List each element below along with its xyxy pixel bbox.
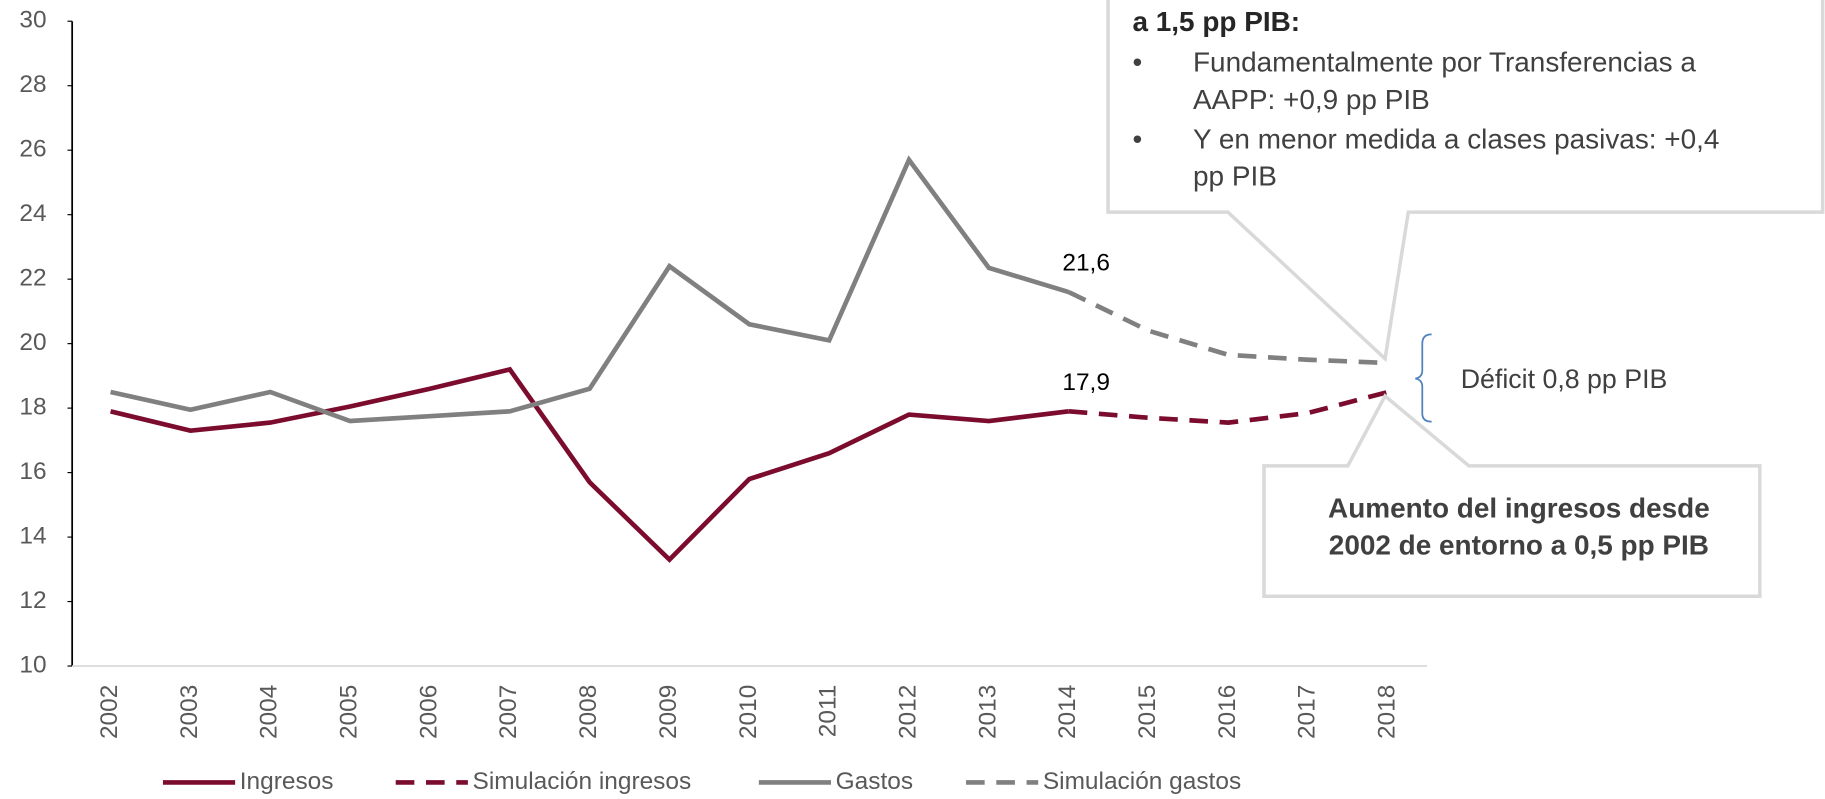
y-tick-label: 10 — [19, 651, 46, 678]
bullet: • — [1132, 123, 1142, 154]
callout-shape — [1262, 393, 1762, 598]
plot — [110, 155, 1389, 563]
y-tick-label: 22 — [19, 265, 46, 292]
y-tick-label: 30 — [19, 7, 46, 34]
x-tick-label: 2017 — [1294, 685, 1321, 739]
deficit-label: Déficit 0,8 pp PIB — [1461, 364, 1668, 394]
y-tick-label: 14 — [19, 523, 46, 550]
data-label: 17,9 — [1062, 369, 1110, 396]
callout-heading: a 1,5 pp PIB: — [1132, 6, 1300, 37]
series-line — [1067, 289, 1389, 366]
x-tick-label: 2010 — [735, 685, 762, 739]
x-tick-label: 2013 — [974, 685, 1001, 739]
callout-line: Aumento del ingresos desde — [1328, 492, 1710, 523]
callout-line: Y en menor medida a clases pasivas: +0,4 — [1193, 123, 1719, 154]
x-tick-label: 2009 — [655, 685, 682, 739]
legend-label: Simulación ingresos — [473, 768, 692, 795]
callout-bottom: Aumento del ingresos desde 2002 de entor… — [1262, 393, 1762, 598]
x-tick-label: 2018 — [1374, 685, 1401, 739]
x-tick-label: 2006 — [415, 685, 442, 739]
series-line — [110, 155, 1070, 424]
deficit-bracket — [1415, 333, 1432, 423]
legend-label: Ingresos — [240, 768, 334, 795]
x-tick-label: 2008 — [575, 685, 602, 739]
callout-line: pp PIB — [1193, 161, 1277, 192]
x-tick-label: 2015 — [1134, 685, 1161, 739]
callout-line: Fundamentalmente por Transferencias a — [1193, 47, 1696, 78]
y-tick-label: 16 — [19, 458, 46, 485]
callout-line: AAPP: +0,9 pp PIB — [1193, 84, 1430, 115]
x-tick-label: 2004 — [256, 685, 283, 739]
callout-shape — [1106, 0, 1825, 363]
y-tick-label: 12 — [19, 587, 46, 614]
x-tick-label: 2007 — [495, 685, 522, 739]
bullet: • — [1132, 47, 1142, 78]
x-tick-label: 2011 — [815, 685, 842, 738]
x-tick-label: 2012 — [894, 685, 921, 739]
x-tick-label: 2005 — [336, 685, 363, 739]
x-tick-label: 2014 — [1054, 685, 1081, 739]
y-tick-label: 28 — [19, 71, 46, 98]
series-line — [110, 366, 1069, 563]
data-label: 21,6 — [1062, 250, 1110, 277]
x-tick-label: 2016 — [1214, 685, 1241, 739]
y-tick-label: 26 — [19, 136, 46, 163]
legend-label: Simulación gastos — [1043, 768, 1241, 795]
x-tick-label: 2003 — [176, 685, 203, 739]
y-tick-label: 20 — [19, 329, 46, 356]
callout-top: a 1,5 pp PIB: • Fundamentalmente por Tra… — [1106, 0, 1825, 363]
legend-label: Gastos — [836, 768, 913, 795]
x-tick-label: 2002 — [96, 685, 123, 739]
y-tick-label: 18 — [19, 394, 46, 421]
y-tick-label: 24 — [19, 200, 46, 227]
series-line — [1068, 389, 1389, 425]
callout-line: 2002 de entorno a 0,5 pp PIB — [1329, 530, 1709, 561]
